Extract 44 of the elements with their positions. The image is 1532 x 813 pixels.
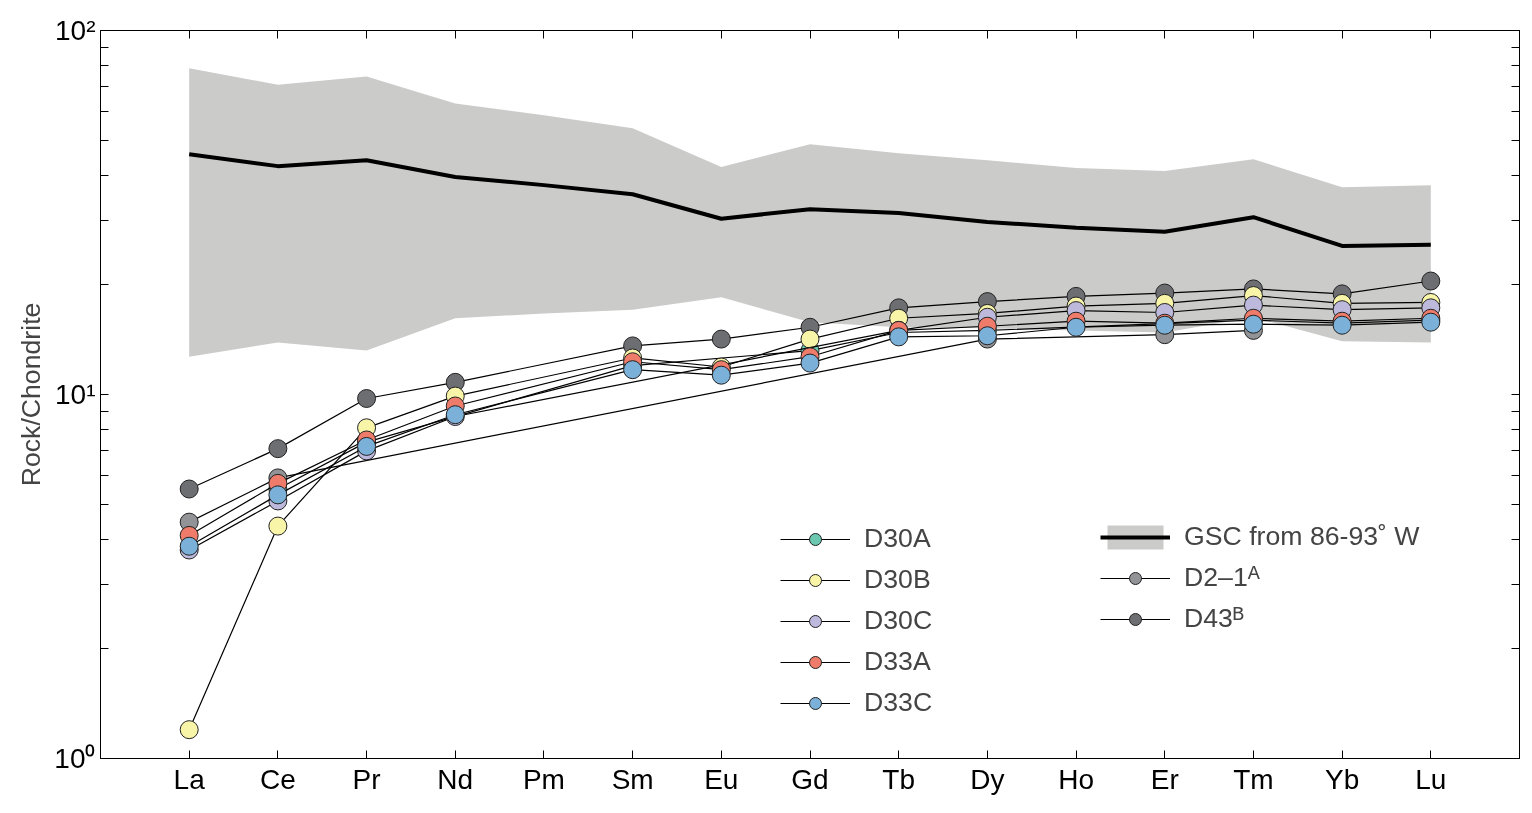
point — [357, 389, 377, 408]
x-tick-label: Tb — [882, 763, 916, 795]
x-tick-label: Eu — [704, 763, 739, 795]
legend-label: D33C — [864, 687, 933, 718]
legend-label: D30B — [864, 564, 931, 595]
legend-label: GSC from 86-93˚ W — [1184, 521, 1420, 552]
x-tick-label: Ce — [259, 763, 296, 795]
y-tick-label: 10¹ — [55, 379, 96, 410]
legend-label: D43ᴮ — [1184, 603, 1244, 634]
legend-label: D30C — [864, 605, 933, 636]
point — [268, 485, 288, 505]
point — [1066, 317, 1086, 337]
legend-label: D2–1ᴬ — [1184, 562, 1260, 593]
point — [711, 365, 731, 385]
point — [889, 327, 909, 347]
point — [711, 329, 731, 349]
line-series — [187, 152, 1433, 248]
x-tick-label: Ho — [1058, 763, 1094, 795]
x-tick-label: Tm — [1233, 763, 1274, 795]
point — [800, 329, 820, 349]
y-tick-label: 10⁰ — [54, 743, 96, 774]
x-tick-label: Pr — [352, 763, 381, 795]
point — [800, 353, 820, 373]
point — [268, 439, 288, 459]
legend-label: D33A — [864, 646, 931, 677]
x-tick-label: Gd — [791, 763, 829, 795]
x-tick-label: Er — [1150, 763, 1179, 795]
x-tick-label: Dy — [970, 763, 1005, 795]
x-tick-label: Yb — [1325, 763, 1360, 795]
x-tick-label: Pm — [522, 763, 565, 795]
legend-label: D30A — [864, 523, 931, 554]
point — [1243, 314, 1263, 334]
point — [268, 516, 288, 536]
y-tick-label: 10² — [55, 15, 96, 46]
x-tick-label: Nd — [437, 763, 474, 795]
point — [179, 479, 199, 499]
x-tick-label: La — [173, 763, 206, 795]
point — [179, 720, 199, 740]
point — [623, 360, 643, 380]
x-tick-label: Lu — [1415, 763, 1447, 795]
point — [357, 436, 377, 456]
y-axis-title: Rock/Chondrite — [16, 302, 47, 487]
x-tick-label: Sm — [611, 763, 654, 795]
point — [1421, 271, 1441, 291]
